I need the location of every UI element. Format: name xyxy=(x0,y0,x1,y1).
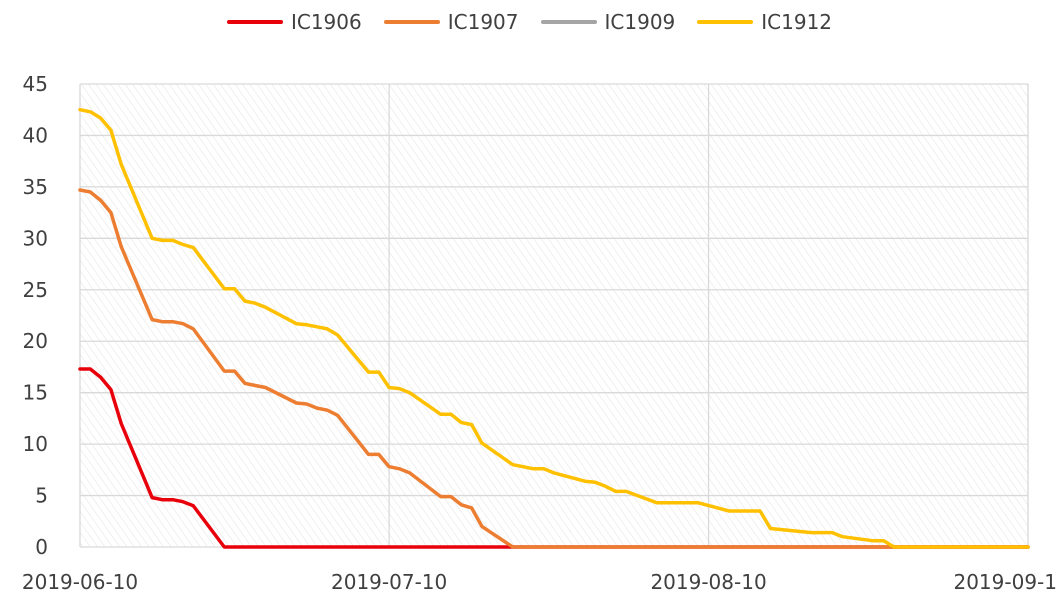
plot-area xyxy=(80,84,1028,547)
legend-item-ic1907: IC1907 xyxy=(383,10,519,34)
x-tick-label: 2019-08-10 xyxy=(650,570,766,594)
y-tick-label: 25 xyxy=(23,278,48,302)
y-tick-label: 5 xyxy=(35,484,48,508)
legend-swatch-ic1912 xyxy=(697,20,754,24)
x-tick-label: 2019-06-10 xyxy=(22,570,138,594)
x-tick-label: 2019-09-1 xyxy=(953,570,1057,594)
legend-label-ic1906: IC1906 xyxy=(290,10,362,34)
y-tick-label: 30 xyxy=(23,226,48,250)
legend-swatch-ic1907 xyxy=(383,20,440,24)
series-line-ic1906 xyxy=(78,367,1030,549)
legend-label-ic1907: IC1907 xyxy=(447,10,519,34)
y-tick-label: 0 xyxy=(35,535,48,559)
legend-label-ic1909: IC1909 xyxy=(604,10,676,34)
y-tick-label: 10 xyxy=(23,432,48,456)
legend-swatch-ic1909 xyxy=(540,20,597,24)
y-tick-label: 20 xyxy=(23,329,48,353)
legend: IC1906 IC1907 IC1909 IC1912 xyxy=(0,10,1059,34)
legend-item-ic1912: IC1912 xyxy=(697,10,832,34)
legend-item-ic1906: IC1906 xyxy=(226,10,362,34)
legend-label-ic1912: IC1912 xyxy=(761,10,833,34)
series-line-ic1912 xyxy=(78,107,1030,549)
y-tick-label: 40 xyxy=(23,123,48,147)
y-tick-label: 15 xyxy=(23,381,48,405)
y-tick-label: 45 xyxy=(23,72,48,96)
legend-item-ic1909: IC1909 xyxy=(540,10,676,34)
series-line-ic1907 xyxy=(78,188,1030,549)
legend-swatch-ic1906 xyxy=(226,20,283,24)
y-tick-label: 35 xyxy=(23,175,48,199)
x-tick-label: 2019-07-10 xyxy=(331,570,447,594)
